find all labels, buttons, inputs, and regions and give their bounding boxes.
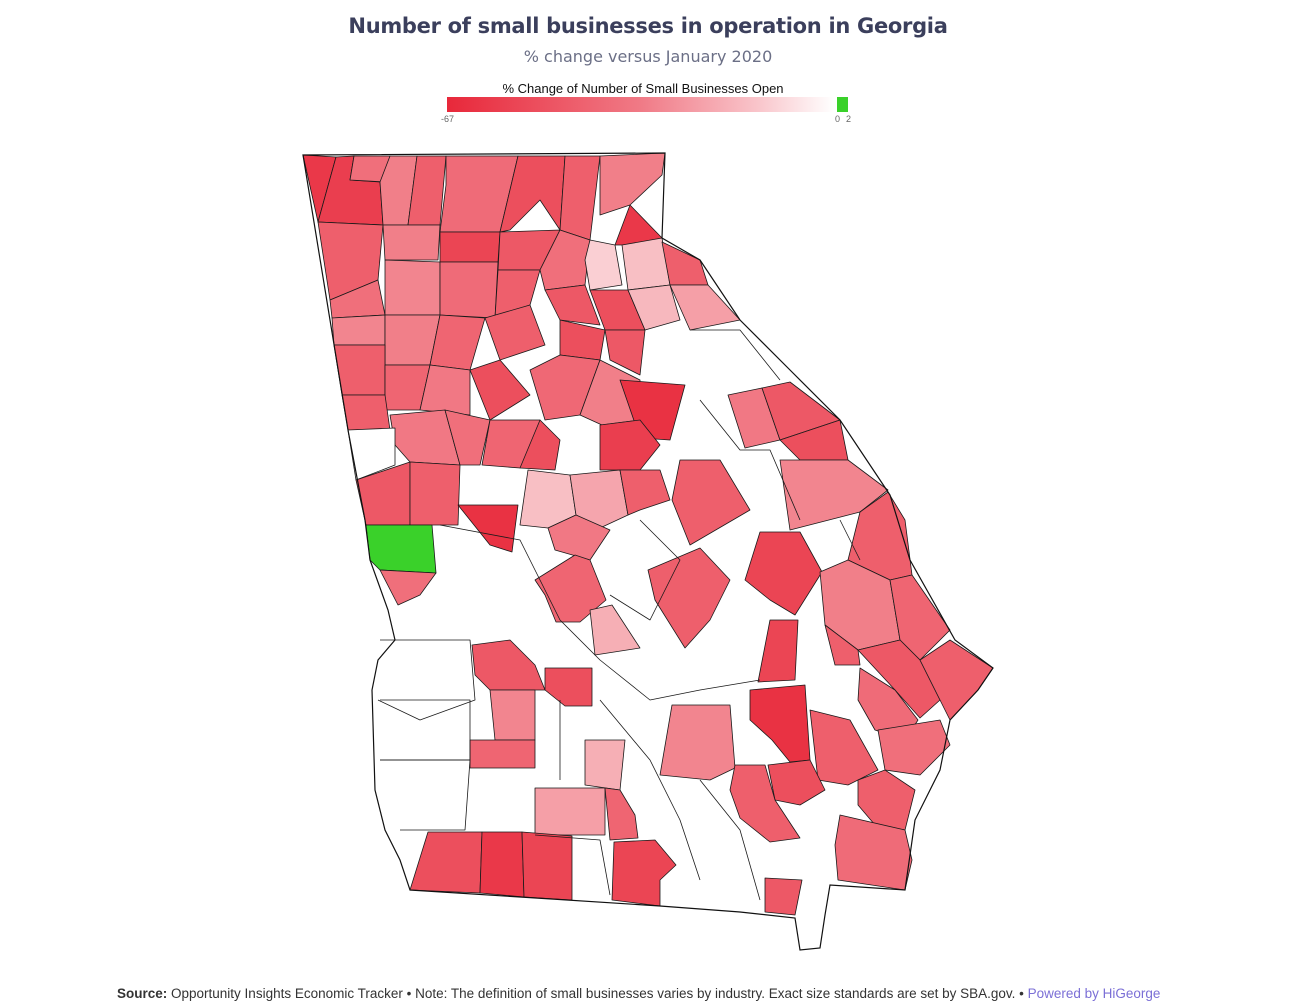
county-shape-31[interactable]	[559, 319, 606, 361]
county-shape-85[interactable]	[534, 787, 606, 836]
county-shape-56[interactable]	[779, 459, 889, 531]
county-shape-20[interactable]	[384, 259, 441, 316]
county-shape-91[interactable]	[611, 839, 677, 907]
county-shape-73[interactable]	[544, 667, 593, 707]
county-boundary-3	[380, 699, 471, 761]
county-shape-69[interactable]	[824, 624, 861, 666]
source-label: Source:	[117, 986, 168, 1001]
county-shape-12[interactable]	[382, 224, 441, 261]
county-shape-9[interactable]	[599, 152, 666, 216]
county-shape-57[interactable]	[457, 504, 519, 553]
county-shape-55[interactable]	[671, 459, 751, 546]
legend-title: % Change of Number of Small Businesses O…	[502, 81, 784, 96]
county-shape-90[interactable]	[521, 831, 573, 901]
county-shape-83[interactable]	[729, 764, 801, 843]
county-shape-82[interactable]	[767, 759, 826, 806]
county-shape-60[interactable]	[379, 569, 437, 606]
county-shape-27[interactable]	[331, 314, 386, 346]
county-shape-49[interactable]	[347, 427, 396, 481]
county-shape-65[interactable]	[647, 547, 731, 649]
chart-title: Number of small businesses in operation …	[348, 14, 948, 38]
county-shape-29[interactable]	[429, 314, 486, 371]
county-boundary-8	[690, 329, 781, 381]
county-shape-42[interactable]	[444, 409, 491, 466]
county-shape-51[interactable]	[409, 461, 461, 526]
county-shape-54[interactable]	[619, 469, 671, 516]
county-shape-81[interactable]	[584, 739, 626, 791]
legend-zero-label: 0	[835, 114, 841, 124]
county-shape-67[interactable]	[589, 604, 641, 656]
county-shape-25[interactable]	[627, 284, 681, 331]
county-boundary-9	[839, 519, 861, 561]
county-shape-26[interactable]	[669, 284, 741, 331]
county-shape-16[interactable]	[584, 239, 623, 291]
county-shape-23[interactable]	[544, 284, 601, 326]
county-shape-78[interactable]	[809, 709, 879, 786]
legend-color-scale	[447, 97, 834, 112]
county-shape-89[interactable]	[479, 831, 525, 898]
county-shape-75[interactable]	[749, 684, 811, 763]
county-boundary-4	[380, 759, 471, 831]
county-shape-88[interactable]	[409, 831, 483, 894]
county-shape-61[interactable]	[744, 531, 823, 616]
county-shape-77[interactable]	[877, 719, 951, 776]
county-shape-32[interactable]	[604, 329, 646, 376]
county-shape-59[interactable]	[365, 524, 437, 574]
source-footer: Source: Opportunity Insights Economic Tr…	[117, 986, 1160, 1001]
county-boundary-7	[699, 399, 801, 521]
powered-by-link[interactable]: Powered by HiGeorge	[1027, 986, 1161, 1001]
county-shape-86[interactable]	[604, 787, 639, 841]
county-shape-58[interactable]	[547, 514, 611, 561]
county-boundary-2	[377, 639, 476, 721]
county-shape-53[interactable]	[569, 469, 629, 529]
county-shape-13[interactable]	[439, 231, 501, 263]
legend-positive-swatch	[837, 97, 848, 112]
legend-max-label: 2	[846, 114, 852, 124]
county-shape-44[interactable]	[519, 419, 561, 471]
county-shape-21[interactable]	[439, 261, 499, 319]
county-boundary-11	[599, 699, 701, 881]
county-shape-45[interactable]	[599, 419, 661, 471]
county-boundary-5	[534, 834, 611, 896]
county-boundary-10	[699, 779, 761, 901]
county-shape-80[interactable]	[469, 739, 536, 769]
chart-subtitle: % change versus January 2020	[523, 47, 773, 66]
county-shape-74[interactable]	[489, 689, 536, 741]
county-shape-64[interactable]	[889, 574, 951, 661]
county-shape-40[interactable]	[341, 394, 391, 431]
county-shape-68[interactable]	[757, 619, 799, 683]
state-outline	[302, 152, 994, 951]
county-shape-35[interactable]	[419, 364, 471, 416]
county-shape-18[interactable]	[661, 241, 709, 286]
county-boundary-1	[439, 524, 761, 701]
county-boundary-6	[609, 519, 681, 621]
county-shape-79[interactable]	[659, 704, 736, 781]
legend-min-label: -67	[441, 114, 455, 124]
county-shape-72[interactable]	[471, 639, 546, 691]
county-shape-30[interactable]	[484, 304, 546, 361]
source-text: Opportunity Insights Economic Tracker • …	[167, 986, 1028, 1001]
county-shape-8[interactable]	[559, 155, 601, 241]
county-shape-92[interactable]	[764, 877, 803, 916]
county-shape-36[interactable]	[469, 359, 531, 421]
